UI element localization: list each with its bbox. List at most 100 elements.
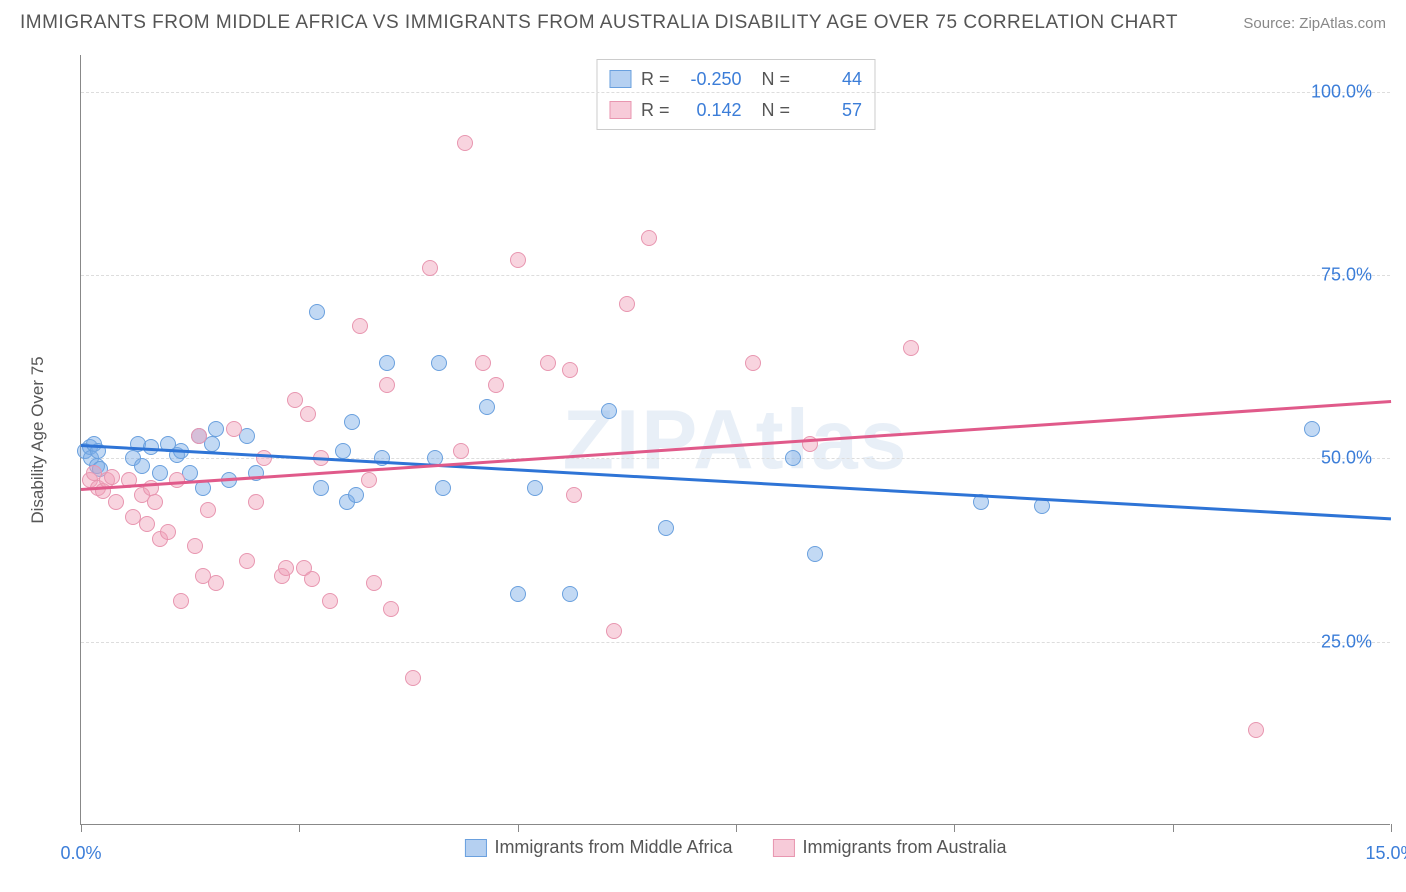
scatter-point	[807, 546, 823, 562]
scatter-point	[431, 355, 447, 371]
scatter-point	[475, 355, 491, 371]
scatter-point	[322, 593, 338, 609]
scatter-point	[422, 260, 438, 276]
scatter-point	[510, 252, 526, 268]
scatter-point	[379, 355, 395, 371]
scatter-point	[601, 403, 617, 419]
n-label: N =	[752, 64, 791, 95]
chart-header: IMMIGRANTS FROM MIDDLE AFRICA VS IMMIGRA…	[0, 0, 1406, 42]
source-prefix: Source:	[1243, 15, 1299, 32]
legend-row-blue: R = -0.250 N = 44	[609, 64, 862, 95]
x-tick	[1173, 824, 1174, 832]
scatter-point	[134, 458, 150, 474]
trend-line	[81, 444, 1391, 520]
scatter-point	[479, 399, 495, 415]
r-value-blue: -0.250	[680, 64, 742, 95]
x-tick	[299, 824, 300, 832]
scatter-point	[313, 480, 329, 496]
y-axis-title: Disability Age Over 75	[28, 356, 48, 523]
x-tick	[1391, 824, 1392, 832]
gridline-horizontal	[81, 275, 1390, 276]
scatter-point	[383, 601, 399, 617]
scatter-point	[562, 362, 578, 378]
scatter-point	[366, 575, 382, 591]
scatter-point	[152, 465, 168, 481]
scatter-point	[173, 593, 189, 609]
scatter-point	[903, 340, 919, 356]
scatter-point	[641, 230, 657, 246]
chart-title: IMMIGRANTS FROM MIDDLE AFRICA VS IMMIGRA…	[20, 12, 1178, 34]
n-label: N =	[752, 95, 791, 126]
scatter-point	[239, 553, 255, 569]
gridline-horizontal	[81, 642, 1390, 643]
scatter-point	[208, 421, 224, 437]
scatter-point	[562, 586, 578, 602]
gridline-horizontal	[81, 458, 1390, 459]
source-link[interactable]: ZipAtlas.com	[1299, 15, 1386, 32]
scatter-point	[187, 538, 203, 554]
scatter-point	[606, 623, 622, 639]
trend-line	[81, 400, 1391, 490]
scatter-point	[139, 516, 155, 532]
scatter-point	[304, 571, 320, 587]
scatter-point	[566, 487, 582, 503]
scatter-point	[374, 450, 390, 466]
gridline-horizontal	[81, 92, 1390, 93]
scatter-point	[248, 494, 264, 510]
legend-label: Immigrants from Australia	[803, 837, 1007, 858]
scatter-point	[147, 494, 163, 510]
r-label: R =	[641, 95, 670, 126]
legend-swatch-icon	[773, 839, 795, 857]
scatter-point	[108, 494, 124, 510]
n-value-pink: 57	[800, 95, 862, 126]
scatter-point	[457, 135, 473, 151]
scatter-point	[1248, 722, 1264, 738]
scatter-point	[348, 487, 364, 503]
y-tick-label: 100.0%	[1311, 81, 1372, 102]
scatter-point	[309, 304, 325, 320]
series-legend: Immigrants from Middle Africa Immigrants …	[464, 837, 1006, 858]
scatter-point	[527, 480, 543, 496]
correlation-legend: R = -0.250 N = 44 R = 0.142 N = 57	[596, 59, 875, 130]
scatter-point	[256, 450, 272, 466]
source-credit: Source: ZipAtlas.com	[1243, 15, 1386, 32]
x-tick	[954, 824, 955, 832]
plot-region: ZIPAtlas R = -0.250 N = 44 R = 0.142 N =…	[80, 55, 1390, 825]
scatter-point	[191, 428, 207, 444]
scatter-point	[361, 472, 377, 488]
x-tick	[518, 824, 519, 832]
scatter-point	[405, 670, 421, 686]
scatter-point	[379, 377, 395, 393]
legend-row-pink: R = 0.142 N = 57	[609, 95, 862, 126]
scatter-point	[435, 480, 451, 496]
scatter-point	[278, 560, 294, 576]
scatter-point	[344, 414, 360, 430]
x-tick	[81, 824, 82, 832]
scatter-point	[510, 586, 526, 602]
scatter-point	[540, 355, 556, 371]
y-tick-label: 75.0%	[1321, 265, 1372, 286]
scatter-point	[208, 575, 224, 591]
r-value-pink: 0.142	[680, 95, 742, 126]
scatter-point	[352, 318, 368, 334]
n-value-blue: 44	[800, 64, 862, 95]
scatter-point	[335, 443, 351, 459]
scatter-point	[453, 443, 469, 459]
legend-item: Immigrants from Australia	[773, 837, 1007, 858]
scatter-point	[226, 421, 242, 437]
scatter-point	[1304, 421, 1320, 437]
legend-swatch-icon	[464, 839, 486, 857]
scatter-point	[300, 406, 316, 422]
x-tick-label: 0.0%	[60, 843, 101, 864]
legend-item: Immigrants from Middle Africa	[464, 837, 732, 858]
y-tick-label: 50.0%	[1321, 448, 1372, 469]
r-label: R =	[641, 64, 670, 95]
scatter-point	[785, 450, 801, 466]
y-tick-label: 25.0%	[1321, 631, 1372, 652]
scatter-point	[745, 355, 761, 371]
scatter-point	[104, 469, 120, 485]
scatter-point	[287, 392, 303, 408]
scatter-point	[488, 377, 504, 393]
chart-area: Disability Age Over 75 ZIPAtlas R = -0.2…	[50, 55, 1390, 825]
x-tick	[736, 824, 737, 832]
